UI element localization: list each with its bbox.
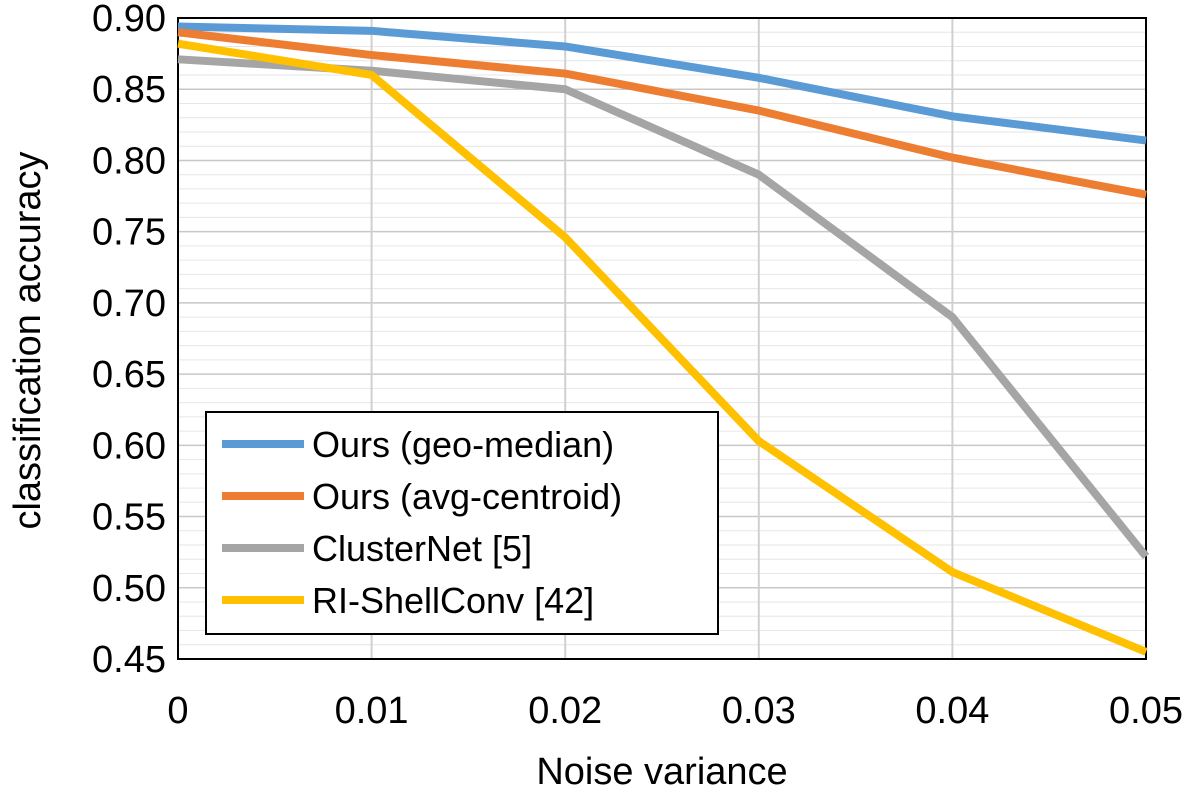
y-axis-tick-labels: 0.45 0.50 0.55 0.60 0.65 0.70 0.75 0.80 0.85 0.90 [92,0,166,681]
y-tick-label: 0.75 [92,212,166,254]
series-line [177,39,1148,656]
y-tick-label: 0.70 [92,283,166,325]
x-tick-label: 0.03 [722,690,796,732]
x-tick-label: 0.01 [335,690,409,732]
y-tick-label: 0.55 [92,497,166,539]
x-tick-label: 0.02 [528,690,602,732]
legend-label: Ours (geo-median) [312,424,614,465]
x-tick-label: 0.05 [1109,690,1183,732]
y-tick-label: 0.90 [92,0,166,40]
y-tick-label: 0.65 [92,354,166,396]
x-tick-label: 0 [167,690,188,732]
y-tick-label: 0.60 [92,425,166,467]
plot-area-frame [177,17,1147,660]
legend: Ours (geo-median) Ours (avg-centroid) Clus… [205,411,719,635]
legend-items: Ours (geo-median) Ours (avg-centroid) Clus… [222,424,622,621]
y-tick-label: 0.45 [92,639,166,681]
series-lines [177,22,1150,656]
y-tick-label: 0.50 [92,568,166,610]
y-tick-label: 0.85 [92,69,166,111]
x-axis-title: Noise variance [536,751,787,789]
series-line [177,22,1147,145]
legend-label: Ours (avg-centroid) [312,476,622,517]
x-tick-label: 0.04 [915,690,989,732]
series-line [177,28,1147,199]
legend-label: ClusterNet [5] [312,528,532,569]
y-axis-title: classification accuracy [7,151,49,529]
legend-label: RI-ShellConv [42] [312,580,594,621]
x-axis-tick-labels: 0 0.01 0.02 0.03 0.04 0.05 [167,690,1183,732]
y-tick-label: 0.80 [92,140,166,182]
